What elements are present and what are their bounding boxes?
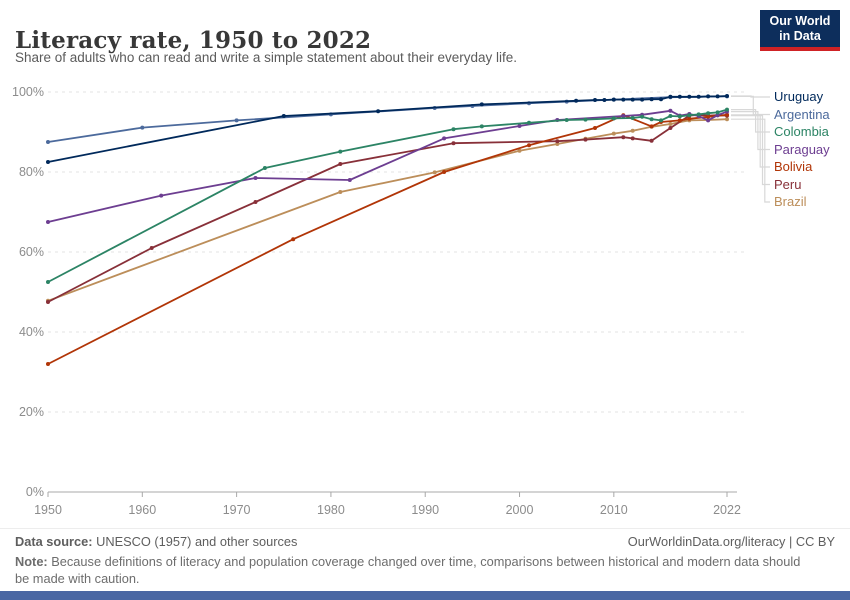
y-tick-label: 0%	[26, 485, 44, 499]
x-axis-ticks-and-labels: 1950 1960 1970 1980 1990 2000 2010 2022	[34, 492, 741, 517]
chart-line-bolivia[interactable]	[46, 112, 729, 366]
bottom-accent-bar	[0, 591, 850, 600]
x-tick-label: 1950	[34, 503, 62, 517]
y-tick-label: 40%	[19, 325, 44, 339]
chart-line-uruguay[interactable]	[46, 94, 729, 164]
chart-line-paraguay[interactable]	[46, 108, 729, 224]
y-tick-label: 60%	[19, 245, 44, 259]
x-tick-label: 1960	[128, 503, 156, 517]
owid-logo[interactable]: Our World in Data	[760, 10, 840, 51]
legend-item-brazil[interactable]: Brazil	[774, 194, 807, 209]
legend-item-bolivia[interactable]: Bolivia	[774, 159, 813, 174]
x-tick-label: 1990	[411, 503, 439, 517]
x-tick-label: 2010	[600, 503, 628, 517]
legend-leader-lines	[731, 95, 770, 203]
legend-item-peru[interactable]: Peru	[774, 176, 802, 192]
footnote-text: Because definitions of literacy and popu…	[15, 554, 801, 586]
y-tick-label: 100%	[12, 85, 44, 99]
footnote-label: Note:	[15, 554, 48, 569]
data-source-text: UNESCO (1957) and other sources	[92, 534, 298, 549]
legend-item-argentina[interactable]: Argentina	[774, 106, 830, 122]
y-tick-label: 20%	[19, 405, 44, 419]
data-source-row: Data source: UNESCO (1957) and other sou…	[15, 534, 835, 549]
chart-line-peru[interactable]	[46, 112, 729, 304]
owid-logo-line2: in Data	[779, 28, 821, 43]
chart-line-brazil[interactable]	[46, 117, 729, 303]
y-tick-label: 80%	[19, 165, 44, 179]
y-gridlines-and-labels: 0% 20% 40% 60% 80% 100%	[12, 85, 747, 499]
legend-item-uruguay[interactable]: Uruguay	[774, 89, 824, 104]
x-tick-label: 1970	[223, 503, 251, 517]
x-tick-label: 2000	[506, 503, 534, 517]
owid-logo-line1: Our World	[769, 13, 831, 28]
legend-item-colombia[interactable]: Colombia	[774, 124, 829, 139]
footnote: Note: Because definitions of literacy an…	[15, 553, 810, 587]
chart-line-argentina[interactable]	[46, 94, 729, 144]
chart-line-colombia[interactable]	[46, 107, 729, 284]
literacy-line-chart: 0% 20% 40% 60% 80% 100% 1950 1960 1970 1980 1990 20…	[12, 85, 770, 517]
x-tick-label: 1980	[317, 503, 345, 517]
x-tick-label: 2022	[713, 503, 741, 517]
page-title: Literacy rate, 1950 to 2022	[15, 27, 372, 55]
owid-license-link[interactable]: OurWorldinData.org/literacy | CC BY	[627, 534, 835, 549]
chart-footer: Data source: UNESCO (1957) and other sou…	[0, 528, 850, 586]
legend-item-paraguay[interactable]: Paraguay	[774, 141, 830, 157]
chart-subtitle: Share of adults who can read and write a…	[15, 50, 518, 65]
data-source-label: Data source:	[15, 534, 93, 549]
